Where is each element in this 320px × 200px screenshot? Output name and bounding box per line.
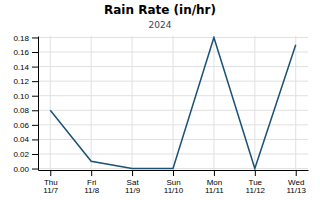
tick-mark	[91, 170, 92, 176]
tick-mark	[132, 170, 133, 176]
tick: 0.14	[13, 63, 38, 72]
tick-label: Sat11/9	[125, 178, 141, 196]
tick-label: 0.00	[13, 165, 29, 174]
x-axis: Thu11/7 Fri11/8 Sat11/9 Sun11/10 Mon11/11 Tue…	[39, 170, 309, 195]
tick-mark	[32, 81, 38, 82]
tick-mark	[32, 67, 38, 68]
chart: Rain Rate (in/hr) 2024 Thu11/7 Fri11/8 Sat11…	[0, 0, 320, 200]
tick: Sun11/10	[164, 170, 184, 195]
tick-label: Fri11/8	[84, 178, 100, 196]
tick-mark	[32, 125, 38, 126]
tick-mark	[32, 169, 38, 170]
grid-line	[173, 36, 174, 170]
tick: 0.02	[13, 150, 38, 159]
tick-mark	[32, 154, 38, 155]
grid-line	[50, 36, 51, 170]
tick-mark	[32, 96, 38, 97]
tick-mark	[296, 170, 297, 176]
tick-label: Thu11/7	[43, 178, 59, 196]
tick-label: 0.06	[13, 121, 29, 130]
tick-mark	[255, 170, 256, 176]
tick: 0.06	[13, 121, 38, 130]
subtitle: 2024	[149, 20, 172, 30]
tick: 0.12	[13, 77, 38, 86]
tick-mark	[32, 110, 38, 111]
tick: 0.08	[13, 106, 38, 115]
tick: 0.00	[13, 165, 38, 174]
tick-mark	[214, 170, 215, 176]
tick: 0.16	[13, 48, 38, 57]
tick-mark	[50, 170, 51, 176]
tick: Thu11/7	[43, 170, 59, 195]
tick-label: 0.02	[13, 150, 29, 159]
tick: Mon11/11	[205, 170, 224, 195]
tick-label: 0.04	[13, 135, 29, 144]
tick-mark	[173, 170, 174, 176]
tick: Tue11/12	[246, 170, 266, 195]
tick: Sat11/9	[125, 170, 141, 195]
tick-mark	[32, 139, 38, 140]
grid-line	[132, 36, 133, 170]
tick-label: 0.08	[13, 106, 29, 115]
tick: 0.10	[13, 92, 38, 101]
tick: Fri11/8	[84, 170, 100, 195]
tick-label: 0.10	[13, 92, 29, 101]
grid-line	[213, 36, 214, 170]
tick-label: Tue11/12	[246, 178, 266, 196]
tick-label: Sun11/10	[164, 178, 184, 196]
tick-label: Wed11/13	[287, 178, 307, 196]
tick-label: 0.18	[13, 34, 29, 43]
marks	[50, 37, 295, 168]
grid-line	[254, 36, 255, 170]
y-axis: 0.00 0.02 0.04 0.06 0.08 0.10 0.12 0.14 0.16 0.18	[13, 34, 38, 174]
tick-mark	[32, 37, 38, 38]
tick-label: 0.12	[13, 77, 29, 86]
line	[50, 37, 295, 168]
tick-mark	[32, 52, 38, 53]
grid-line	[91, 36, 92, 170]
axis-line	[38, 37, 39, 171]
tick-label: 0.14	[13, 63, 29, 72]
grid	[38, 36, 308, 170]
plot-area: Thu11/7 Fri11/8 Sat11/9 Sun11/10 Mon11/11 Tue…	[13, 34, 308, 196]
tick: 0.04	[13, 135, 38, 144]
tick: 0.18	[13, 34, 38, 43]
tick-label: Mon11/11	[205, 178, 224, 196]
tick-label: 0.16	[13, 48, 29, 57]
grid-line	[295, 36, 296, 170]
title: Rain Rate (in/hr)	[104, 3, 216, 17]
tick: Wed11/13	[287, 170, 307, 195]
